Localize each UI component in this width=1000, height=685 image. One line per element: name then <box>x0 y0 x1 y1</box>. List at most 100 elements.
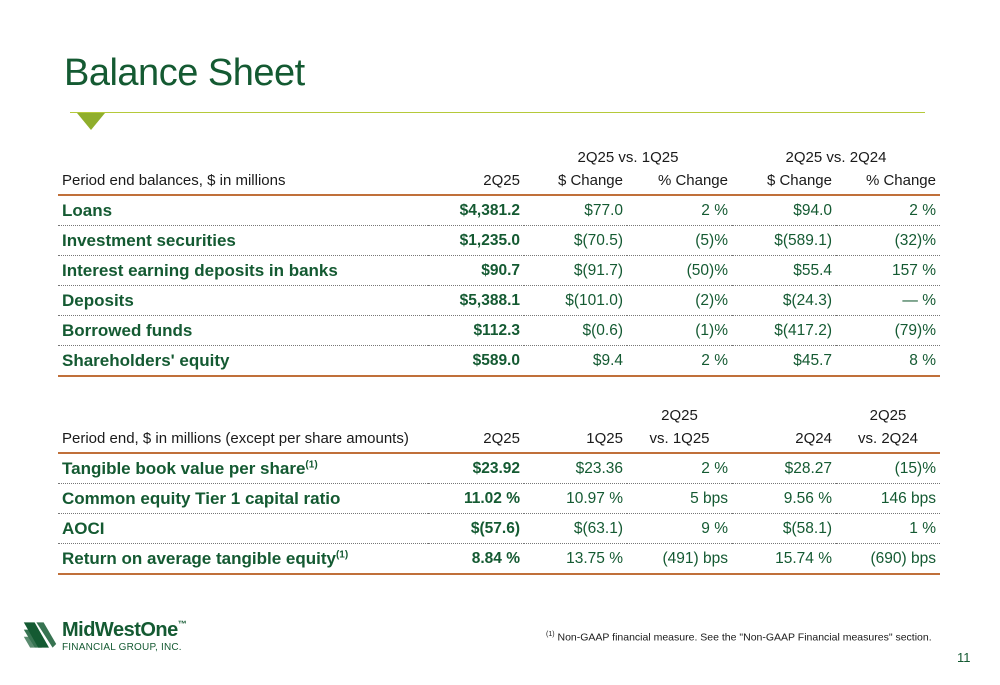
cell-value: 2 % <box>836 195 940 226</box>
logo-wordmark: MidWestOne™ <box>62 619 187 641</box>
cell-value: $23.92 <box>428 453 524 484</box>
cell-value: (15)% <box>836 453 940 484</box>
column-header: Period end, $ in millions (except per sh… <box>58 424 428 454</box>
cell-value: (5)% <box>627 225 732 256</box>
cell-value: 8 % <box>836 345 940 377</box>
cell-value: (79)% <box>836 315 940 346</box>
cell-value: (50)% <box>627 255 732 286</box>
row-label: Common equity Tier 1 capital ratio <box>58 483 428 514</box>
cell-value: 9 % <box>627 513 732 544</box>
table-row: Interest earning deposits in banks $90.7… <box>58 255 940 286</box>
page-title: Balance Sheet <box>64 52 305 94</box>
column-header: 2Q24 <box>732 424 836 454</box>
balances-table: 2Q25 vs. 1Q25 2Q25 vs. 2Q24 Period end b… <box>58 140 940 377</box>
column-header: vs. 1Q25 <box>627 424 732 454</box>
cell-value: $90.7 <box>428 255 524 286</box>
cell-value: $(101.0) <box>524 285 627 316</box>
cell-value: 9.56 % <box>732 483 836 514</box>
column-header: 2Q25 <box>428 424 524 454</box>
cell-value: $(589.1) <box>732 225 836 256</box>
row-label: Interest earning deposits in banks <box>58 255 428 286</box>
cell-value: 2 % <box>627 195 732 226</box>
title-divider <box>70 112 925 113</box>
title-triangle-icon <box>77 113 105 130</box>
group-header: 2Q25 <box>661 407 698 424</box>
row-label: Borrowed funds <box>58 315 428 346</box>
cell-value: 15.74 % <box>732 543 836 575</box>
cell-value: $589.0 <box>428 345 524 377</box>
cell-value: $(24.3) <box>732 285 836 316</box>
footnote: (1) Non-GAAP financial measure. See the … <box>546 631 932 644</box>
midwestone-logo-icon <box>23 622 57 648</box>
cell-value: 11.02 % <box>428 483 524 514</box>
column-header-row: Period end balances, $ in millions 2Q25 … <box>58 166 940 196</box>
table-row: Loans $4,381.2 $77.0 2 % $94.0 2 % <box>58 195 940 226</box>
cell-value: $(63.1) <box>524 513 627 544</box>
cell-value: $23.36 <box>524 453 627 484</box>
cell-value: $(58.1) <box>732 513 836 544</box>
table-row: Shareholders' equity $589.0 $9.4 2 % $45… <box>58 345 940 377</box>
cell-value: $45.7 <box>732 345 836 377</box>
column-header: 1Q25 <box>524 424 627 454</box>
footnote-marker: (1) <box>305 458 318 470</box>
column-header: $ Change <box>524 166 627 196</box>
cell-value: $9.4 <box>524 345 627 377</box>
column-header: vs. 2Q24 <box>836 424 940 454</box>
group-header: 2Q25 vs. 2Q24 <box>785 149 887 166</box>
row-label: AOCI <box>58 513 428 544</box>
logo-subtitle: FINANCIAL GROUP, INC. <box>62 642 182 653</box>
table-row: AOCI $(57.6) $(63.1) 9 % $(58.1) 1 % <box>58 513 940 544</box>
cell-value: 2 % <box>627 453 732 484</box>
table-row: Investment securities $1,235.0 $(70.5) (… <box>58 225 940 256</box>
table-row: Tangible book value per share(1) $23.92 … <box>58 453 940 484</box>
cell-value: $(57.6) <box>428 513 524 544</box>
cell-value: (1)% <box>627 315 732 346</box>
cell-value: 8.84 % <box>428 543 524 575</box>
row-label: Investment securities <box>58 225 428 256</box>
cell-value: 2 % <box>627 345 732 377</box>
table-row: Common equity Tier 1 capital ratio 11.02… <box>58 483 940 514</box>
cell-value: $(417.2) <box>732 315 836 346</box>
cell-value: 157 % <box>836 255 940 286</box>
capital-table: 2Q25 2Q25 Period end, $ in millions (exc… <box>58 398 940 575</box>
cell-value: 10.97 % <box>524 483 627 514</box>
cell-value: $94.0 <box>732 195 836 226</box>
cell-value: 1 % <box>836 513 940 544</box>
group-header: 2Q25 vs. 1Q25 <box>577 149 679 166</box>
cell-value: (2)% <box>627 285 732 316</box>
cell-value: $(0.6) <box>524 315 627 346</box>
column-header-row: Period end, $ in millions (except per sh… <box>58 424 940 454</box>
cell-value: $28.27 <box>732 453 836 484</box>
column-header: % Change <box>627 166 732 196</box>
row-label: Tangible book value per share(1) <box>58 453 428 484</box>
cell-value: $112.3 <box>428 315 524 346</box>
cell-value: (690) bps <box>836 543 940 575</box>
row-label: Shareholders' equity <box>58 345 428 377</box>
cell-value: 5 bps <box>627 483 732 514</box>
cell-value: $1,235.0 <box>428 225 524 256</box>
cell-value: $4,381.2 <box>428 195 524 226</box>
column-header: % Change <box>836 166 940 196</box>
footnote-marker: (1) <box>546 631 555 638</box>
column-header: 2Q25 <box>428 166 524 196</box>
cell-value: $77.0 <box>524 195 627 226</box>
row-label: Return on average tangible equity(1) <box>58 543 428 575</box>
footnote-marker: (1) <box>335 548 349 560</box>
table-row: Borrowed funds $112.3 $(0.6) (1)% $(417.… <box>58 315 940 346</box>
cell-value: $5,388.1 <box>428 285 524 316</box>
cell-value: (491) bps <box>627 543 732 575</box>
cell-value: (32)% <box>836 225 940 256</box>
cell-value: $55.4 <box>732 255 836 286</box>
cell-value: 13.75 % <box>524 543 627 575</box>
group-header: 2Q25 <box>869 407 907 424</box>
row-label: Loans <box>58 195 428 226</box>
row-label: Deposits <box>58 285 428 316</box>
group-header-row: 2Q25 vs. 1Q25 2Q25 vs. 2Q24 <box>58 140 940 166</box>
column-header: Period end balances, $ in millions <box>58 166 428 196</box>
cell-value: 146 bps <box>836 483 940 514</box>
cell-value: $(70.5) <box>524 225 627 256</box>
column-header: $ Change <box>732 166 836 196</box>
table-row: Deposits $5,388.1 $(101.0) (2)% $(24.3) … <box>58 285 940 316</box>
page-number: 11 <box>957 650 971 665</box>
group-header-row: 2Q25 2Q25 <box>58 398 940 424</box>
